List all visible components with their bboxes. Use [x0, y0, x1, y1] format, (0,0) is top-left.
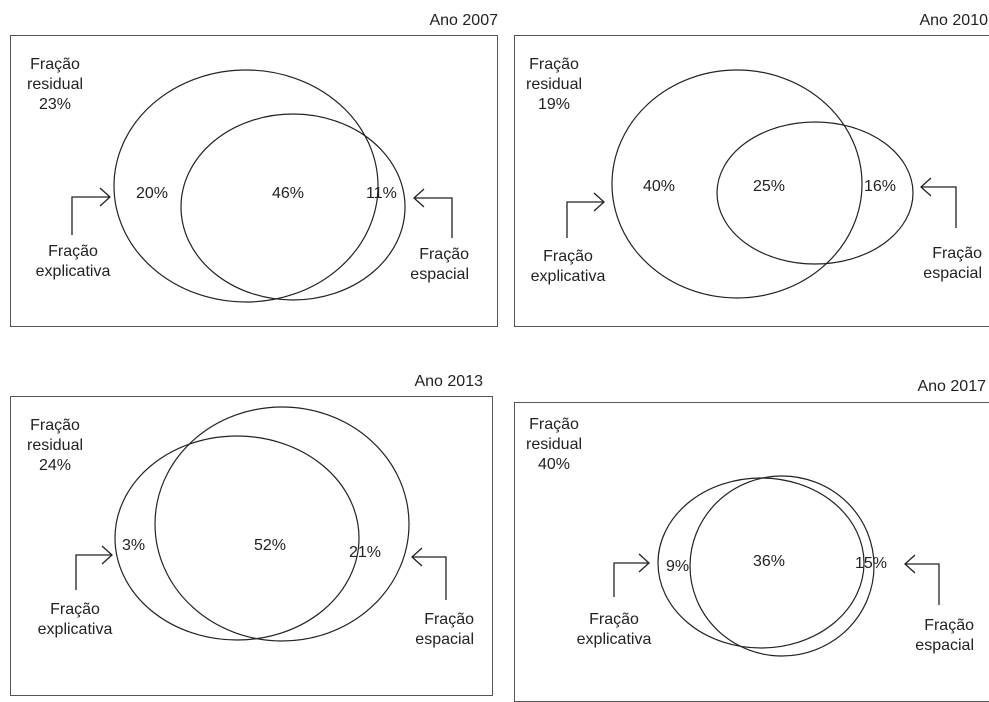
year-title: Ano 2013	[414, 373, 483, 390]
residual-fraction-label: Fração residual 40%	[519, 415, 589, 475]
explicativa-arrow	[71, 187, 111, 235]
espacial-only-value: 15%	[855, 555, 888, 572]
explicativa-label: Fração explicativa	[530, 248, 606, 285]
explicativa-circle	[611, 69, 863, 299]
shared-value: 52%	[254, 537, 287, 554]
espacial-label: Fração espacial	[923, 245, 982, 282]
residual-fraction-label: Fração residual 19%	[519, 55, 589, 115]
panel-2013: Ano 2013 Fração residual 24% 3% 52% 21% …	[0, 340, 500, 696]
espacial-circle	[716, 121, 914, 265]
explicativa-only-value: 3%	[122, 537, 146, 554]
residual-value: 23%	[38, 96, 72, 113]
venn-diagram	[613, 475, 940, 657]
shared-value: 36%	[753, 553, 786, 570]
espacial-circle	[154, 406, 410, 642]
espacial-only-value: 11%	[366, 185, 397, 202]
year-title: Ano 2017	[917, 378, 986, 395]
explicativa-only-value: 40%	[643, 178, 676, 195]
espacial-circle	[180, 113, 406, 301]
venn-diagram	[75, 406, 447, 642]
espacial-only-value: 16%	[864, 178, 897, 195]
espacial-label: Fração espacial	[415, 611, 474, 648]
explicativa-label: Fração explicativa	[35, 243, 111, 280]
espacial-label: Fração espacial	[915, 617, 974, 654]
espacial-label: Fração espacial	[410, 246, 469, 283]
shared-value: 46%	[272, 185, 305, 202]
year-title: Ano 2007	[429, 12, 498, 29]
year-title: Ano 2010	[919, 12, 988, 29]
espacial-arrow	[413, 188, 453, 238]
explicativa-only-value: 20%	[136, 185, 169, 202]
panel-2007: Ano 2007 Fração residual 23% 20% 46% 11%…	[0, 0, 500, 340]
explicativa-arrow	[613, 553, 650, 597]
residual-value: 40%	[537, 456, 571, 473]
explicativa-arrow	[566, 192, 605, 238]
espacial-circle	[689, 475, 875, 657]
panel-2010: Ano 2010 Fração residual 19% 40% 25% 16%…	[500, 0, 989, 340]
explicativa-arrow	[75, 545, 113, 590]
explicativa-label: Fração explicativa	[37, 601, 113, 638]
explicativa-circle	[114, 435, 360, 641]
panel-frame	[514, 35, 989, 327]
venn-diagram	[566, 69, 957, 299]
residual-value: 19%	[537, 96, 571, 113]
panel-2017: Ano 2017 Fração residual 40% 9% 36% 15% …	[500, 340, 989, 702]
panel-frame	[10, 35, 498, 327]
residual-fraction-label: Fração residual 24%	[20, 416, 90, 476]
espacial-only-value: 21%	[349, 544, 382, 561]
residual-fraction-label: Fração residual 23%	[20, 55, 90, 115]
espacial-arrow	[904, 554, 940, 605]
venn-diagram	[71, 69, 453, 303]
shared-value: 25%	[753, 178, 786, 195]
explicativa-label: Fração explicativa	[576, 611, 652, 648]
espacial-arrow	[411, 547, 447, 600]
residual-value: 24%	[38, 457, 72, 474]
explicativa-only-value: 9%	[666, 558, 690, 575]
espacial-arrow	[920, 177, 957, 228]
explicativa-circle	[113, 69, 379, 303]
